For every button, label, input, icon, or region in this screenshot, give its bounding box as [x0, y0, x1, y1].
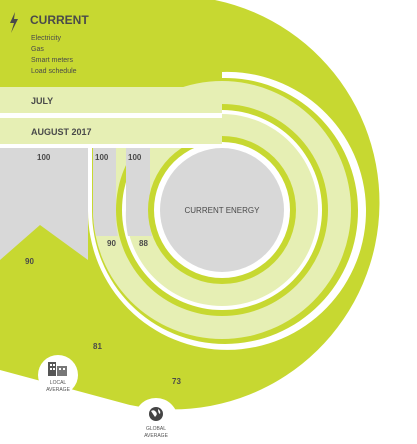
scale-middle-label: 100	[95, 153, 109, 162]
scale-inner-label: 100	[128, 153, 142, 162]
local-average-label-line1: LOCAL	[50, 380, 67, 386]
global-average-label-line1: GLOBAL	[146, 426, 166, 432]
band-separator-2	[0, 144, 222, 148]
global-average-value: 73	[172, 377, 181, 386]
local-average-value: 81	[93, 342, 102, 351]
center-label: CURRENT ENERGY	[185, 206, 261, 215]
scale-outer-label: 100	[37, 153, 51, 162]
header-item-load-schedule: Load schedule	[31, 68, 77, 75]
ring-inner-value: 88	[139, 239, 148, 248]
lightning-bolt-icon	[10, 12, 18, 33]
outer-ring-track	[0, 140, 88, 260]
august-label: AUGUST 2017	[31, 127, 92, 137]
building-icon	[48, 362, 67, 376]
inner-ring-track	[125, 140, 152, 236]
july-label: JULY	[31, 96, 53, 106]
july-band	[0, 87, 222, 113]
globe-icon	[149, 407, 163, 421]
ring-outer-value: 90	[25, 257, 34, 266]
header-item-gas: Gas	[31, 46, 44, 53]
header-title: CURRENT	[30, 13, 89, 27]
local-average-label-line2: AVERAGE	[46, 387, 70, 393]
header-item-electricity: Electricity	[31, 35, 61, 42]
center-disc	[160, 148, 284, 272]
august-band	[0, 118, 222, 144]
global-average-marker: GLOBAL AVERAGE	[134, 398, 178, 442]
global-average-label-line2: AVERAGE	[144, 433, 168, 439]
header-item-smart-meters: Smart meters	[31, 57, 74, 64]
ring-middle-value: 90	[107, 239, 116, 248]
middle-ring-track	[93, 140, 118, 236]
band-separator	[0, 113, 222, 118]
local-average-marker: LOCAL AVERAGE	[38, 355, 78, 395]
